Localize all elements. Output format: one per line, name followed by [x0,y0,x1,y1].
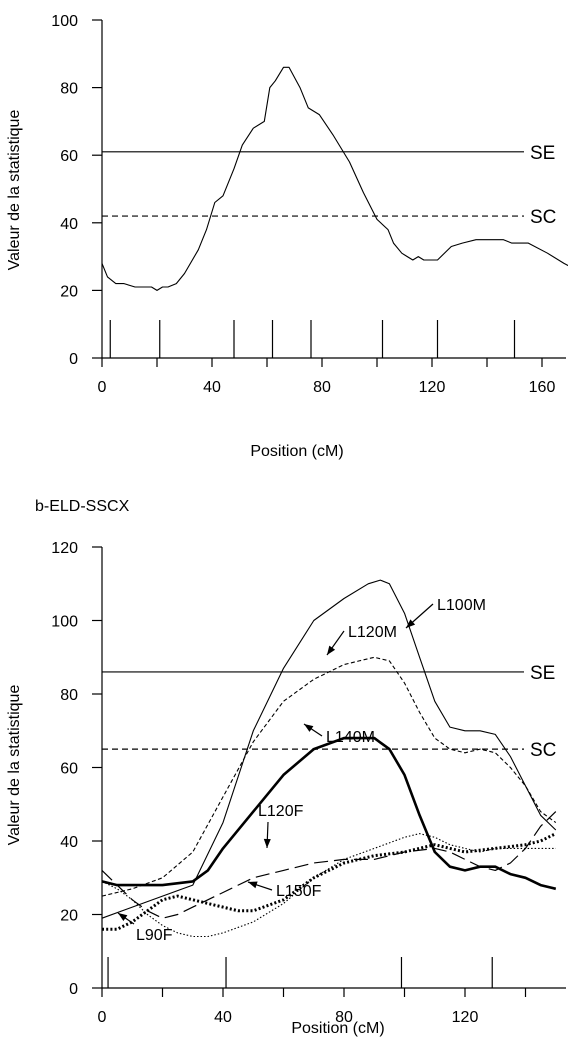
top-threshold-label-sc: SC [530,207,556,228]
bottom-series-line-l140m [101,736,557,891]
bottom-series-line-l90f [102,832,557,931]
chart-top-ylabel: Valeur de la statistique [6,110,23,271]
bottom-y-tick-label: 40 [60,834,78,851]
bottom-series-label-l150f: L150F [276,883,322,900]
bottom-x-tick-label: 0 [98,1009,107,1026]
top-x-tick-label: 40 [203,379,221,396]
top-y-tick-label: 0 [69,351,78,368]
chart-top-xlabel: Position (cM) [250,443,343,460]
bottom-x-tick-label: 120 [452,1009,479,1026]
top-y-tick-label: 100 [51,13,78,30]
top-y-tick-label: 40 [60,216,78,233]
bottom-y-tick-label: 60 [60,761,78,778]
bottom-arrowhead-l100m [406,619,416,628]
chart-bottom-xlabel: Position (cM) [291,1020,384,1037]
bottom-x-tick-label: 40 [214,1009,232,1026]
top-threshold-label-se: SE [530,143,555,164]
bottom-x-tick-label: 80 [335,1009,353,1026]
bottom-threshold-label-se: SE [530,663,555,684]
bottom-arrowhead-l120m [327,645,336,655]
bottom-y-tick-label: 120 [51,540,78,557]
top-series-line-0 [101,66,568,291]
top-x-tick-label: 160 [529,379,556,396]
top-y-tick-label: 60 [60,148,78,165]
bottom-series-label-l100m: L100M [437,597,486,614]
bottom-series-label-l120f: L120F [258,803,304,820]
top-y-tick-label: 80 [60,81,78,98]
chart-bottom-panel: b-ELD-SSCX Valeur de la statistique Posi… [6,498,566,1037]
bottom-arrowhead-l150f [248,881,258,889]
bottom-y-tick-label: 20 [60,908,78,925]
top-x-tick-label: 0 [98,379,107,396]
bottom-y-tick-label: 80 [60,687,78,704]
bottom-series-label-l90f: L90F [136,927,173,944]
bottom-arrowhead-l140m [304,724,314,732]
chart-bottom-ylabel: Valeur de la statistique [6,685,23,846]
bottom-series-label-l140m: L140M [326,729,375,746]
top-x-tick-label: 120 [419,379,446,396]
bottom-threshold-label-sc: SC [530,740,556,761]
chart-top-panel: Valeur de la statistique Position (cM) 0… [6,13,568,460]
top-x-tick-label: 80 [313,379,331,396]
top-y-tick-label: 20 [60,283,78,300]
bottom-arrowhead-l90f [118,913,128,921]
chart-bottom-title: b-ELD-SSCX [35,498,130,515]
bottom-series-line-l120f [101,811,557,919]
bottom-y-tick-label: 0 [69,981,78,998]
bottom-arrowhead-l120f [263,838,271,848]
bottom-series-line-l100m [101,579,557,919]
bottom-series-label-l120m: L120M [348,624,397,641]
bottom-y-tick-label: 100 [51,614,78,631]
bottom-series-line-l120m [101,656,557,897]
